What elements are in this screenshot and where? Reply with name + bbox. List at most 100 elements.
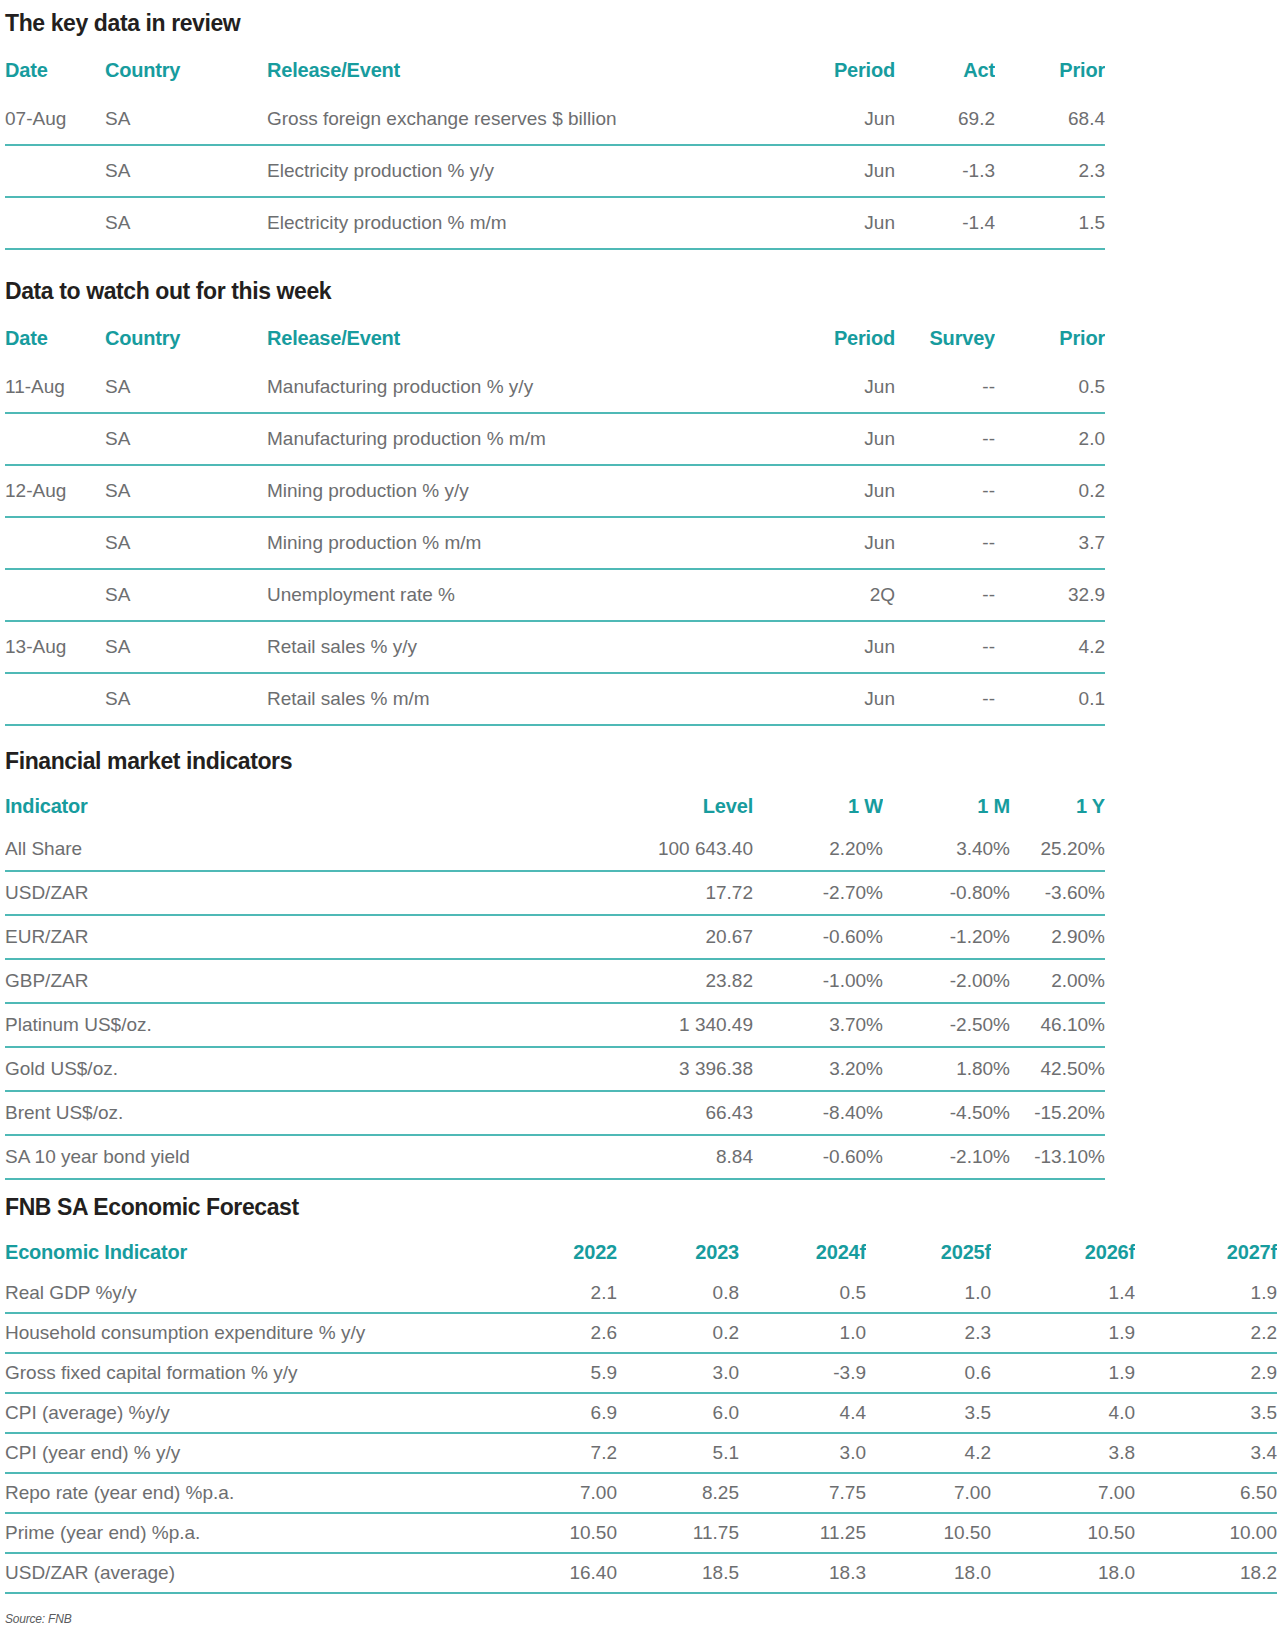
table-cell: 2.90% — [1010, 915, 1105, 959]
table-cell: SA — [105, 465, 267, 517]
table-row: Repo rate (year end) %p.a.7.008.257.757.… — [5, 1473, 1277, 1513]
table-cell: 2.1 — [455, 1274, 617, 1313]
table-cell: 18.0 — [991, 1553, 1135, 1593]
table-cell: 3.40% — [883, 828, 1010, 871]
table-cell: 3.7 — [995, 517, 1105, 569]
table-cell: 6.9 — [455, 1393, 617, 1433]
column-header: 2025f — [866, 1230, 991, 1274]
table-row: EUR/ZAR20.67-0.60%-1.20%2.90% — [5, 915, 1105, 959]
table-cell: SA — [105, 94, 267, 145]
table-cell: 1.9 — [1135, 1274, 1277, 1313]
table-cell: Platinum US$/oz. — [5, 1003, 405, 1047]
table-cell: EUR/ZAR — [5, 915, 405, 959]
table-cell: USD/ZAR — [5, 871, 405, 915]
table-row: CPI (year end) % y/y7.25.13.04.23.83.4 — [5, 1433, 1277, 1473]
section-data-to-watch: Data to watch out for this week DateCoun… — [5, 278, 1280, 726]
table-cell: 6.50 — [1135, 1473, 1277, 1513]
table-cell: 0.6 — [866, 1353, 991, 1393]
table-cell: 20.67 — [405, 915, 753, 959]
table-cell: 18.3 — [739, 1553, 866, 1593]
table-cell: -4.50% — [883, 1091, 1010, 1135]
table-cell: 2.20% — [753, 828, 883, 871]
table-cell: -- — [895, 517, 995, 569]
table-cell: 7.00 — [991, 1473, 1135, 1513]
table-cell: 3.5 — [866, 1393, 991, 1433]
table-cell: -15.20% — [1010, 1091, 1105, 1135]
table-cell: Manufacturing production % m/m — [267, 413, 690, 465]
table-cell: -3.60% — [1010, 871, 1105, 915]
table-row: 12-AugSAMining production % y/yJun--0.2 — [5, 465, 1105, 517]
table-cell: 42.50% — [1010, 1047, 1105, 1091]
table-cell: Gross foreign exchange reserves $ billio… — [267, 94, 690, 145]
table-row: 11-AugSAManufacturing production % y/yJu… — [5, 362, 1105, 413]
table-cell: 32.9 — [995, 569, 1105, 621]
table-cell: 100 643.40 — [405, 828, 753, 871]
column-header: Prior — [995, 314, 1105, 362]
table-cell: 4.4 — [739, 1393, 866, 1433]
table-cell: 2.2 — [1135, 1313, 1277, 1353]
table-row: CPI (average) %y/y6.96.04.43.54.03.5 — [5, 1393, 1277, 1433]
table-cell: 5.9 — [455, 1353, 617, 1393]
table-cell — [5, 569, 105, 621]
table-cell: 0.2 — [617, 1313, 739, 1353]
table-cell: -- — [895, 413, 995, 465]
column-header: Period — [690, 46, 895, 94]
table-cell: -- — [895, 621, 995, 673]
table-cell: 3.4 — [1135, 1433, 1277, 1473]
column-header: Release/Event — [267, 46, 690, 94]
table-cell: 4.2 — [866, 1433, 991, 1473]
table-row: SAUnemployment rate %2Q--32.9 — [5, 569, 1105, 621]
table-cell: SA — [105, 362, 267, 413]
table-cell: -2.10% — [883, 1135, 1010, 1179]
table-cell: -0.80% — [883, 871, 1010, 915]
column-header: 1 Y — [1010, 784, 1105, 828]
column-header: 2023 — [617, 1230, 739, 1274]
table-row: SA 10 year bond yield8.84-0.60%-2.10%-13… — [5, 1135, 1105, 1179]
table-cell: 23.82 — [405, 959, 753, 1003]
table-cell: -2.70% — [753, 871, 883, 915]
table-cell: -1.4 — [895, 197, 995, 249]
table-cell: -- — [895, 569, 995, 621]
data-to-watch-table: DateCountryRelease/EventPeriodSurveyPrio… — [5, 314, 1105, 726]
table-cell: 18.5 — [617, 1553, 739, 1593]
table-cell: 66.43 — [405, 1091, 753, 1135]
table-row: 07-AugSAGross foreign exchange reserves … — [5, 94, 1105, 145]
table-cell: Jun — [690, 517, 895, 569]
table-row: SAElectricity production % m/mJun-1.41.5 — [5, 197, 1105, 249]
column-header: 2027f — [1135, 1230, 1277, 1274]
table-cell: 0.5 — [995, 362, 1105, 413]
column-header: 2024f — [739, 1230, 866, 1274]
table-cell: CPI (year end) % y/y — [5, 1433, 455, 1473]
section-title-financial-markets: Financial market indicators — [5, 748, 1280, 774]
table-cell: 3.20% — [753, 1047, 883, 1091]
table-row: SAMining production % m/mJun--3.7 — [5, 517, 1105, 569]
column-header: 1 W — [753, 784, 883, 828]
table-cell: 2.0 — [995, 413, 1105, 465]
table-cell: 18.0 — [866, 1553, 991, 1593]
table-cell: 4.0 — [991, 1393, 1135, 1433]
financial-market-indicators-table: IndicatorLevel1 W1 M1 YAll Share100 643.… — [5, 784, 1105, 1180]
table-cell: Jun — [690, 197, 895, 249]
table-cell: Unemployment rate % — [267, 569, 690, 621]
table-cell: 7.75 — [739, 1473, 866, 1513]
table-cell: 10.00 — [1135, 1513, 1277, 1553]
table-cell: -2.00% — [883, 959, 1010, 1003]
table-row: Brent US$/oz.66.43-8.40%-4.50%-15.20% — [5, 1091, 1105, 1135]
table-cell — [5, 145, 105, 197]
table-cell: Household consumption expenditure % y/y — [5, 1313, 455, 1353]
table-row: SARetail sales % m/mJun--0.1 — [5, 673, 1105, 725]
column-header: Date — [5, 314, 105, 362]
table-cell: 1.9 — [991, 1313, 1135, 1353]
table-cell: 2.3 — [866, 1313, 991, 1353]
table-cell: Mining production % m/m — [267, 517, 690, 569]
table-cell: 11.75 — [617, 1513, 739, 1553]
table-cell: 0.5 — [739, 1274, 866, 1313]
table-cell: 1.0 — [739, 1313, 866, 1353]
table-row: Gold US$/oz.3 396.383.20%1.80%42.50% — [5, 1047, 1105, 1091]
table-cell: 10.50 — [991, 1513, 1135, 1553]
table-cell — [5, 413, 105, 465]
table-cell: Retail sales % m/m — [267, 673, 690, 725]
table-row: Real GDP %y/y2.10.80.51.01.41.9 — [5, 1274, 1277, 1313]
economic-forecast-table: Economic Indicator202220232024f2025f2026… — [5, 1230, 1277, 1594]
table-cell: Gross fixed capital formation % y/y — [5, 1353, 455, 1393]
